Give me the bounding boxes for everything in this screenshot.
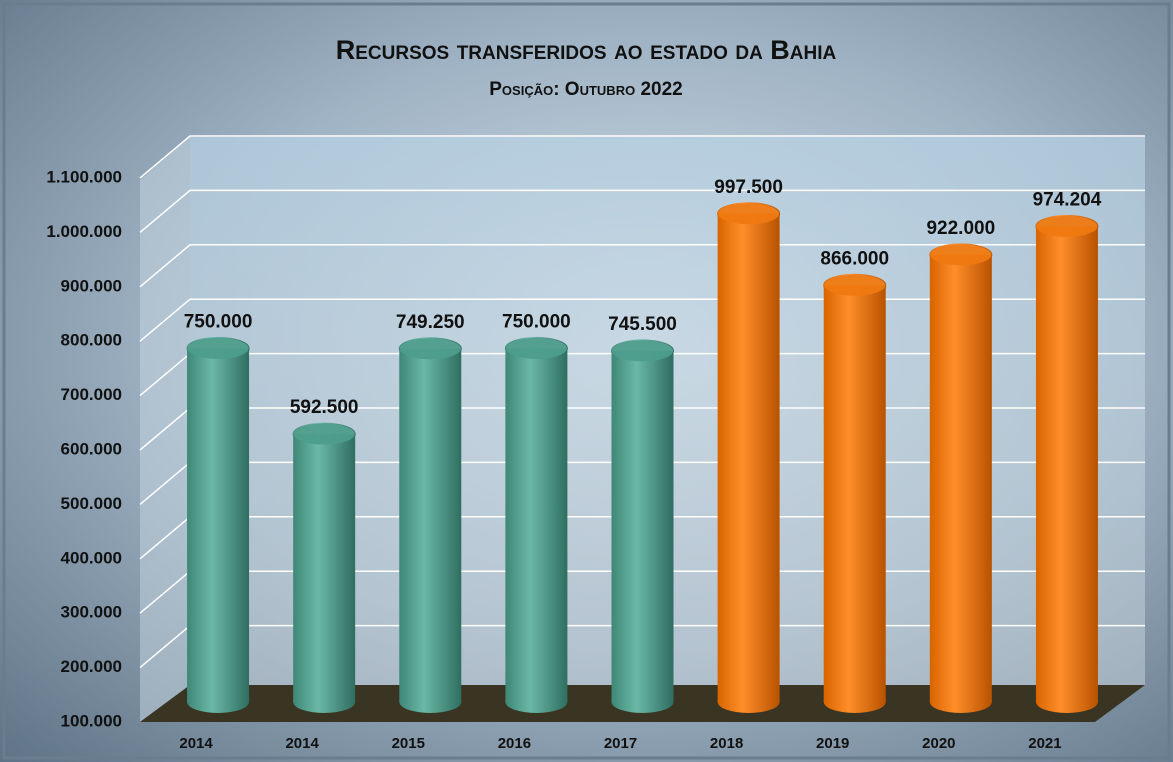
bar [187, 348, 249, 702]
bar-top [1036, 215, 1098, 237]
x-tick-label: 2020 [922, 735, 955, 752]
bar [293, 434, 355, 702]
y-tick-label: 100.000 [61, 711, 122, 730]
bar-top [505, 337, 567, 359]
bar-top [187, 337, 249, 359]
chart-title: Recursos transferidos ao estado da Bahia [336, 35, 837, 65]
bar [930, 255, 992, 702]
bar [718, 214, 780, 702]
x-tick-label: 2017 [604, 735, 637, 752]
y-tick-label: 1.000.000 [46, 222, 122, 241]
value-label: 922.000 [926, 218, 995, 239]
chart: Recursos transferidos ao estado da Bahia… [0, 0, 1173, 762]
bar-top [718, 203, 780, 225]
value-label: 866.000 [820, 248, 889, 269]
chart-subtitle: Posição: Outubro 2022 [489, 79, 683, 100]
bar [505, 348, 567, 702]
bar-top [930, 244, 992, 266]
bar-top [612, 340, 674, 362]
bar [399, 349, 461, 702]
value-label: 750.000 [184, 311, 253, 332]
y-tick-label: 400.000 [61, 548, 122, 567]
bar-top [399, 338, 461, 360]
value-label: 974.204 [1033, 189, 1102, 210]
y-tick-label: 700.000 [61, 385, 122, 404]
x-tick-label: 2018 [710, 735, 743, 752]
bar-top [293, 423, 355, 445]
value-label: 592.500 [290, 397, 359, 418]
x-tick-label: 2019 [816, 735, 849, 752]
value-label: 997.500 [714, 177, 783, 198]
value-label: 750.000 [502, 311, 571, 332]
y-tick-label: 1.100.000 [46, 167, 122, 186]
y-tick-label: 600.000 [61, 439, 122, 458]
y-tick-label: 900.000 [61, 276, 122, 295]
value-label: 749.250 [396, 312, 465, 333]
x-tick-label: 2016 [498, 735, 531, 752]
bar-top [824, 274, 886, 296]
y-tick-label: 500.000 [61, 494, 122, 513]
y-tick-label: 200.000 [61, 657, 122, 676]
x-tick-label: 2015 [392, 735, 425, 752]
y-tick-label: 300.000 [61, 603, 122, 622]
x-tick-label: 2014 [285, 735, 319, 752]
x-tick-label: 2021 [1028, 735, 1061, 752]
x-tick-label: 2014 [179, 735, 213, 752]
bar [612, 351, 674, 702]
bar [1036, 226, 1098, 702]
y-tick-label: 800.000 [61, 331, 122, 350]
bar [824, 285, 886, 702]
value-label: 745.500 [608, 314, 677, 335]
